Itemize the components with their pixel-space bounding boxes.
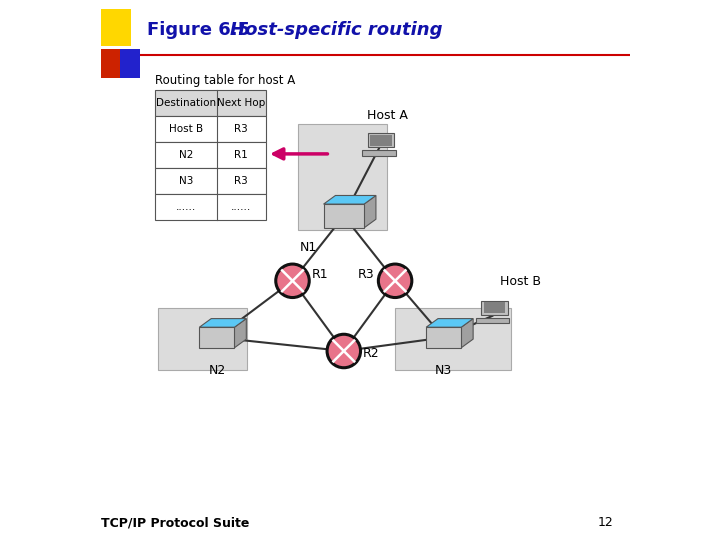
Bar <box>370 135 392 146</box>
Text: Figure 6.5: Figure 6.5 <box>147 21 250 39</box>
Text: N1: N1 <box>300 241 318 254</box>
Text: N2: N2 <box>179 150 193 160</box>
Text: ......: ...... <box>231 202 251 212</box>
Text: Host-specific routing: Host-specific routing <box>230 21 443 39</box>
Bar <box>155 168 266 194</box>
Circle shape <box>276 264 310 298</box>
Bar <box>155 142 266 168</box>
Text: Destination: Destination <box>156 98 216 108</box>
Circle shape <box>327 334 361 368</box>
Text: ......: ...... <box>176 202 196 212</box>
FancyBboxPatch shape <box>395 308 511 370</box>
Text: 12: 12 <box>598 516 613 530</box>
Text: N3: N3 <box>435 364 452 377</box>
Bar <box>426 327 462 348</box>
Bar <box>475 318 509 323</box>
Text: N3: N3 <box>179 176 193 186</box>
Polygon shape <box>364 195 376 228</box>
Text: R3: R3 <box>234 176 248 186</box>
Polygon shape <box>462 319 473 348</box>
Polygon shape <box>426 319 473 327</box>
Bar <box>155 90 266 116</box>
Bar <box>101 9 130 46</box>
Bar <box>199 327 235 348</box>
Bar <box>482 301 508 315</box>
Polygon shape <box>235 319 246 348</box>
Bar <box>368 133 394 147</box>
Text: R3: R3 <box>358 268 374 281</box>
Bar <box>484 302 505 313</box>
Bar <box>120 49 140 78</box>
Text: Next Hop: Next Hop <box>217 98 266 108</box>
Polygon shape <box>323 195 376 204</box>
Bar <box>362 150 396 156</box>
Bar <box>155 116 266 142</box>
Text: R3: R3 <box>234 124 248 134</box>
Bar <box>323 204 364 228</box>
Text: Host B: Host B <box>168 124 203 134</box>
FancyBboxPatch shape <box>158 308 246 370</box>
Polygon shape <box>199 319 246 327</box>
FancyBboxPatch shape <box>298 124 387 230</box>
Text: N2: N2 <box>208 364 225 377</box>
Text: R2: R2 <box>364 347 380 361</box>
Text: R1: R1 <box>234 150 248 160</box>
Text: Host A: Host A <box>366 109 408 122</box>
Text: Routing table for host A: Routing table for host A <box>155 73 295 87</box>
Bar <box>155 194 266 220</box>
Circle shape <box>379 264 412 298</box>
Text: Host B: Host B <box>500 275 541 288</box>
Text: R1: R1 <box>312 268 328 281</box>
Bar <box>101 49 130 78</box>
Text: TCP/IP Protocol Suite: TCP/IP Protocol Suite <box>101 516 249 530</box>
